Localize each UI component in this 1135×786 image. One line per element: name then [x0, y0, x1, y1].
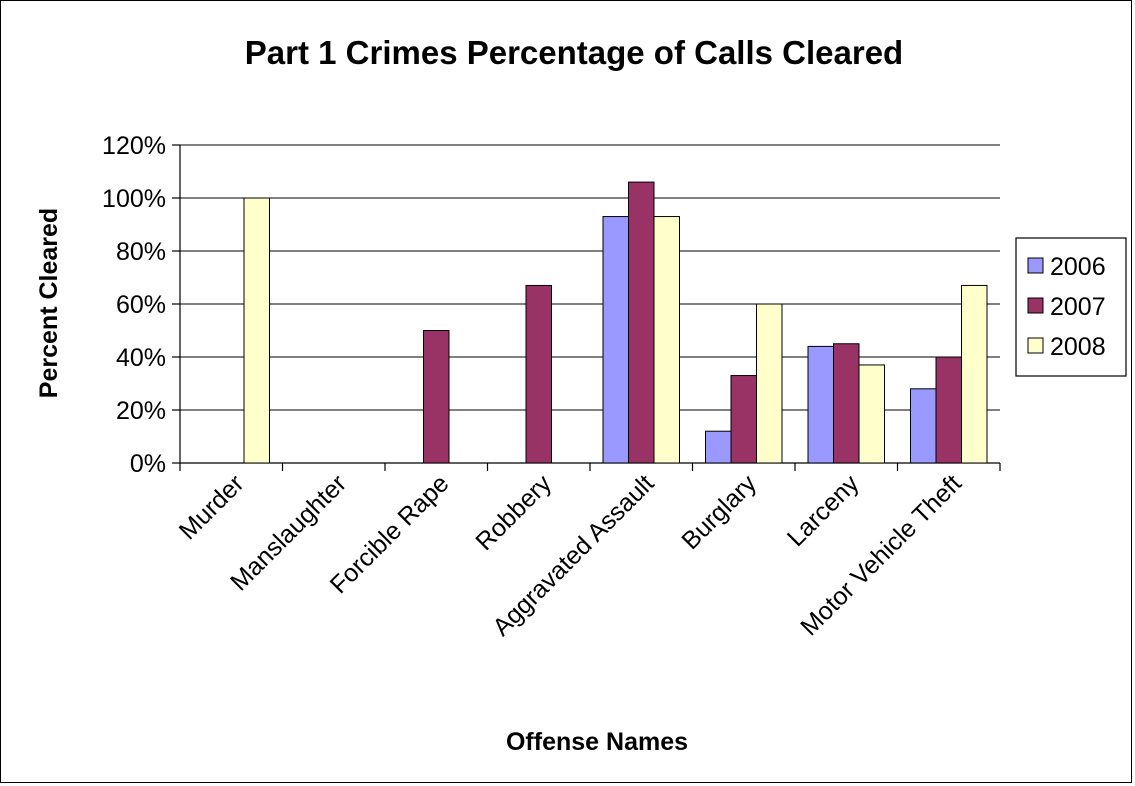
x-tick-label: Murder	[174, 469, 250, 545]
plot-area: 0%20%40%60%80%100%120%MurderManslaughter…	[102, 132, 1001, 642]
bar-2006-burglary	[705, 430, 732, 464]
y-tick-label: 100%	[102, 185, 166, 213]
bar-2007-robbery	[525, 284, 552, 464]
y-tick-label: 20%	[116, 397, 166, 425]
y-tick-label: 0%	[130, 450, 166, 478]
bar-2007-aggravated-assault	[628, 181, 655, 464]
bar-2007-burglary	[730, 375, 757, 464]
x-axis-title: Offense Names	[506, 728, 688, 756]
bar-2008-aggravated-assault	[653, 216, 680, 464]
legend-swatch-2006	[1027, 257, 1044, 274]
bar-2007-larceny	[833, 343, 860, 464]
bar-2008-murder	[243, 197, 270, 464]
bar-2007-motor-vehicle-theft	[935, 356, 962, 464]
legend: 2006 2007 2008	[1015, 237, 1127, 377]
bar-2008-motor-vehicle-theft	[961, 284, 988, 464]
bar-2008-burglary	[756, 303, 783, 464]
legend-label-2007: 2007	[1050, 293, 1106, 321]
x-tick-label: Larceny	[782, 469, 865, 552]
bar-2007-forcible-rape	[423, 330, 450, 464]
bar-2006-aggravated-assault	[602, 216, 629, 464]
legend-label-2008: 2008	[1050, 333, 1106, 361]
y-axis-title: Percent Cleared	[35, 208, 63, 398]
bar-2008-larceny	[858, 364, 885, 464]
y-tick-label: 120%	[102, 132, 166, 160]
x-tick-label: Robbery	[470, 469, 557, 556]
y-tick-label: 80%	[116, 238, 166, 266]
chart-title: Part 1 Crimes Percentage of Calls Cleare…	[245, 34, 903, 71]
y-tick-label: 40%	[116, 344, 166, 372]
legend-label-2006: 2006	[1050, 253, 1106, 281]
bar-2006-motor-vehicle-theft	[910, 388, 937, 464]
legend-swatch-2008	[1027, 337, 1044, 354]
bar-2006-larceny	[807, 345, 834, 464]
y-tick-label: 60%	[116, 291, 166, 319]
legend-swatch-2007	[1027, 297, 1044, 314]
x-tick-label: Burglary	[676, 469, 762, 555]
